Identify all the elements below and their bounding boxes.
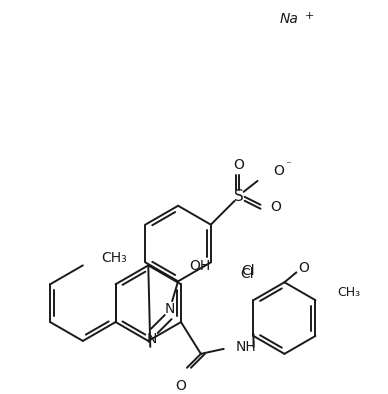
Text: CH₃: CH₃ [102,251,128,266]
Text: NH: NH [236,340,256,354]
Text: Cl: Cl [241,268,254,281]
Text: O: O [175,379,186,393]
Text: S: S [234,189,244,204]
Text: O: O [274,164,284,178]
Text: N: N [147,332,158,346]
Text: Cl: Cl [242,264,255,278]
Text: ⁻: ⁻ [285,160,291,170]
Text: CH₃: CH₃ [337,286,360,299]
Text: O: O [270,200,281,214]
Text: OH: OH [189,259,210,273]
Text: N: N [165,302,175,316]
Text: O: O [233,158,244,172]
Text: +: + [304,11,314,21]
Text: O: O [298,261,309,275]
Text: Na: Na [279,12,298,26]
